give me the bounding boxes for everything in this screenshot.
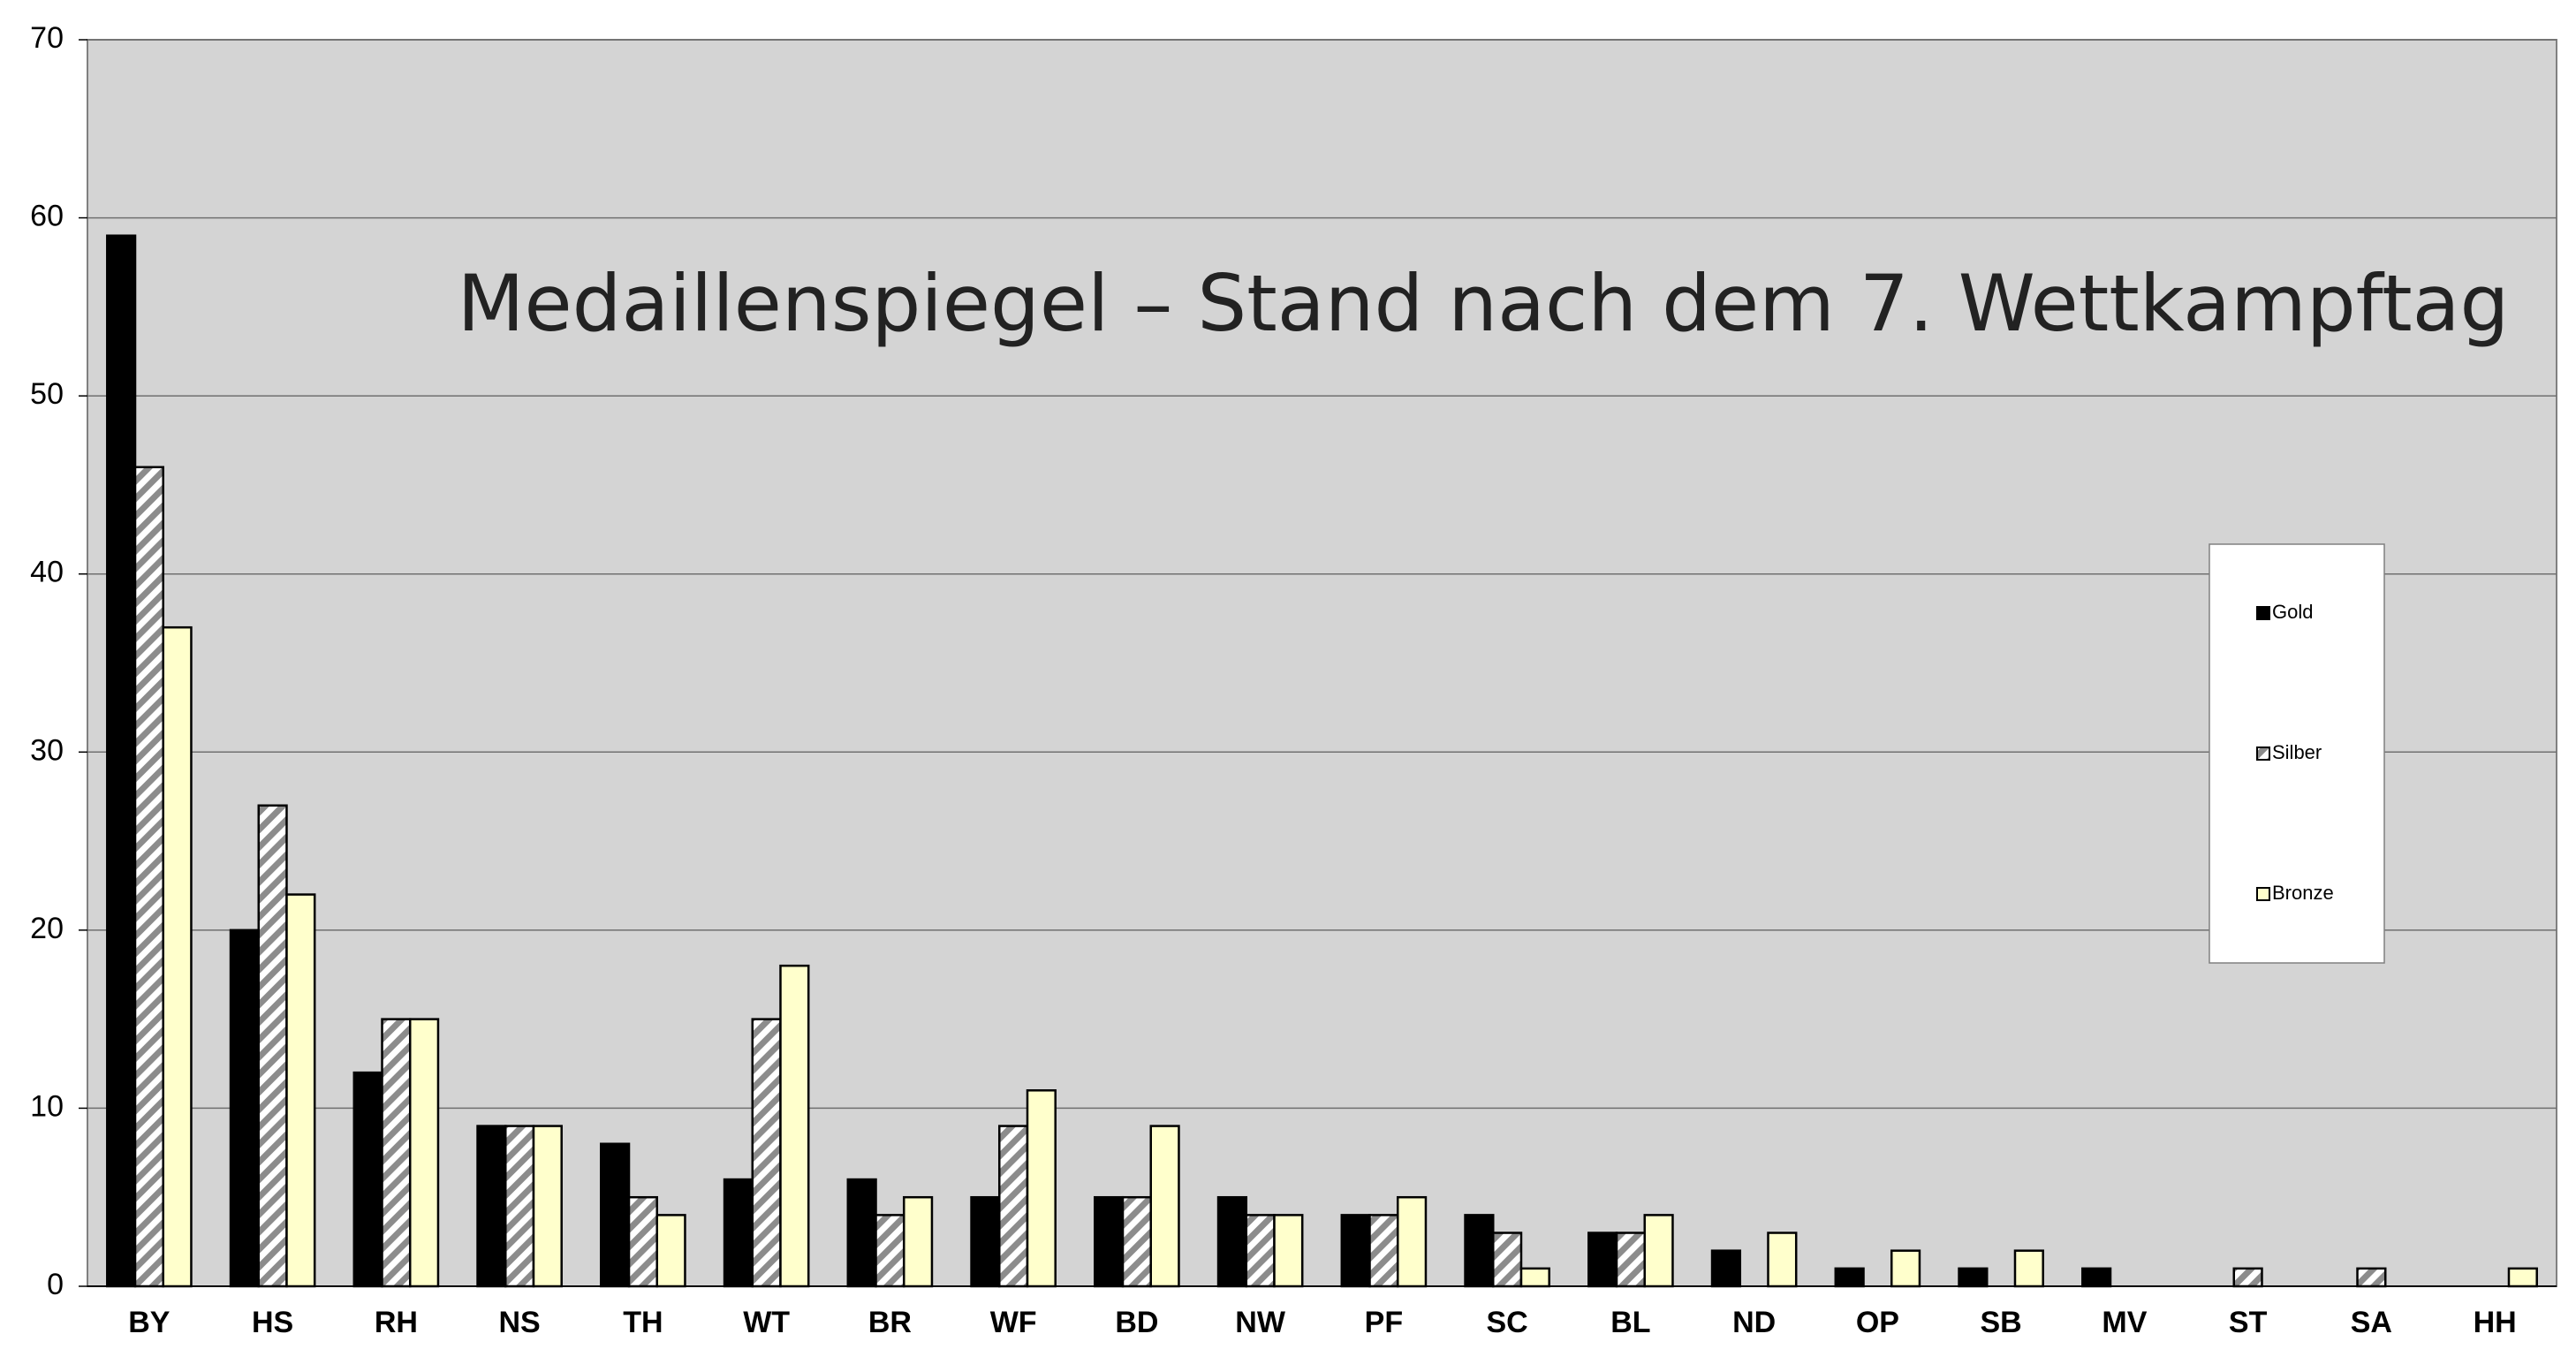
bar: [1464, 1214, 1495, 1288]
bar: [1710, 1249, 1742, 1288]
x-tick-label: OP: [1856, 1306, 1899, 1339]
legend-label: Silber: [2272, 741, 2322, 763]
bar: [1890, 1249, 1921, 1288]
bars: [106, 234, 2538, 1288]
bar: [1149, 1125, 1180, 1288]
x-tick-label: WT: [743, 1306, 790, 1339]
bar: [2356, 1267, 2387, 1288]
grid: [79, 39, 2557, 1287]
y-tick-label: 60: [30, 200, 64, 233]
bar: [970, 1195, 1001, 1288]
bar: [133, 466, 164, 1288]
chart-title: Medaillenspiegel – Stand nach dem 7. Wet…: [458, 258, 2510, 349]
bar: [1216, 1195, 1248, 1288]
legend-label: Gold: [2272, 601, 2313, 623]
bar: [504, 1125, 535, 1288]
x-tick-label: NW: [1235, 1306, 1286, 1339]
bar: [1834, 1267, 1865, 1288]
y-tick-label: 20: [30, 912, 64, 945]
bar: [285, 893, 316, 1288]
legend-label: Bronze: [2272, 882, 2334, 904]
legend-marker: [2256, 746, 2270, 761]
x-tick-label: SC: [1487, 1306, 1528, 1339]
bar: [1340, 1214, 1371, 1288]
bar: [1492, 1232, 1523, 1288]
y-tick-label: 50: [30, 377, 64, 411]
bar: [2013, 1249, 2044, 1288]
x-tick-label: HS: [252, 1306, 293, 1339]
legend-marker: [2256, 606, 2270, 620]
bar: [779, 964, 810, 1288]
bar: [2507, 1267, 2538, 1288]
legend: [2209, 543, 2385, 964]
x-tick-label: SB: [1981, 1306, 2022, 1339]
x-tick-label: NS: [499, 1306, 541, 1339]
bar: [1958, 1267, 1989, 1288]
x-tick-label: HH: [2474, 1306, 2517, 1339]
bar: [1368, 1214, 1399, 1288]
bar: [1643, 1214, 1674, 1288]
bar: [1615, 1232, 1646, 1288]
x-tick-label: WF: [990, 1306, 1037, 1339]
x-tick-label: BL: [1610, 1306, 1650, 1339]
x-tick-label: BY: [128, 1306, 170, 1339]
y-tick-label: 10: [30, 1089, 64, 1123]
bar: [723, 1178, 754, 1288]
bar: [2081, 1267, 2112, 1288]
x-tick-label: ST: [2229, 1306, 2268, 1339]
bar: [408, 1018, 440, 1288]
bar: [1396, 1195, 1428, 1288]
x-tick-label: TH: [623, 1306, 663, 1339]
legend-marker: [2256, 887, 2270, 901]
bar: [532, 1125, 563, 1288]
plot-area: [87, 39, 2557, 1287]
x-tick-label: BR: [868, 1306, 912, 1339]
bar: [627, 1195, 658, 1288]
bar: [846, 1178, 877, 1288]
bar: [875, 1214, 905, 1288]
y-tick-label: 30: [30, 733, 64, 767]
y-tick-label: 0: [47, 1268, 64, 1301]
bar: [1121, 1195, 1152, 1288]
bar: [902, 1195, 934, 1288]
x-tick-label: PF: [1365, 1306, 1403, 1339]
bar: [1094, 1195, 1125, 1288]
bar: [257, 804, 288, 1288]
bar: [600, 1142, 631, 1288]
x-tick-label: SA: [2351, 1306, 2392, 1339]
bar: [751, 1018, 782, 1288]
x-tick-label: RH: [375, 1306, 418, 1339]
bar: [381, 1018, 412, 1288]
bar: [352, 1071, 383, 1288]
y-tick-label: 70: [30, 21, 64, 55]
bar: [229, 928, 261, 1288]
bar: [162, 625, 193, 1288]
bar: [2232, 1267, 2263, 1288]
x-tick-label: BD: [1115, 1306, 1158, 1339]
bar: [1026, 1089, 1057, 1288]
bar: [1273, 1214, 1304, 1288]
y-tick-label: 40: [30, 556, 64, 589]
bar: [1587, 1232, 1618, 1288]
bar: [476, 1125, 507, 1288]
bar: [998, 1125, 1029, 1288]
bar: [1767, 1232, 1798, 1288]
bar: [655, 1214, 686, 1288]
x-tick-label: MV: [2102, 1306, 2147, 1339]
x-tick-label: ND: [1732, 1306, 1776, 1339]
bar: [1245, 1214, 1276, 1288]
bar: [1519, 1267, 1550, 1288]
bar: [106, 234, 137, 1288]
